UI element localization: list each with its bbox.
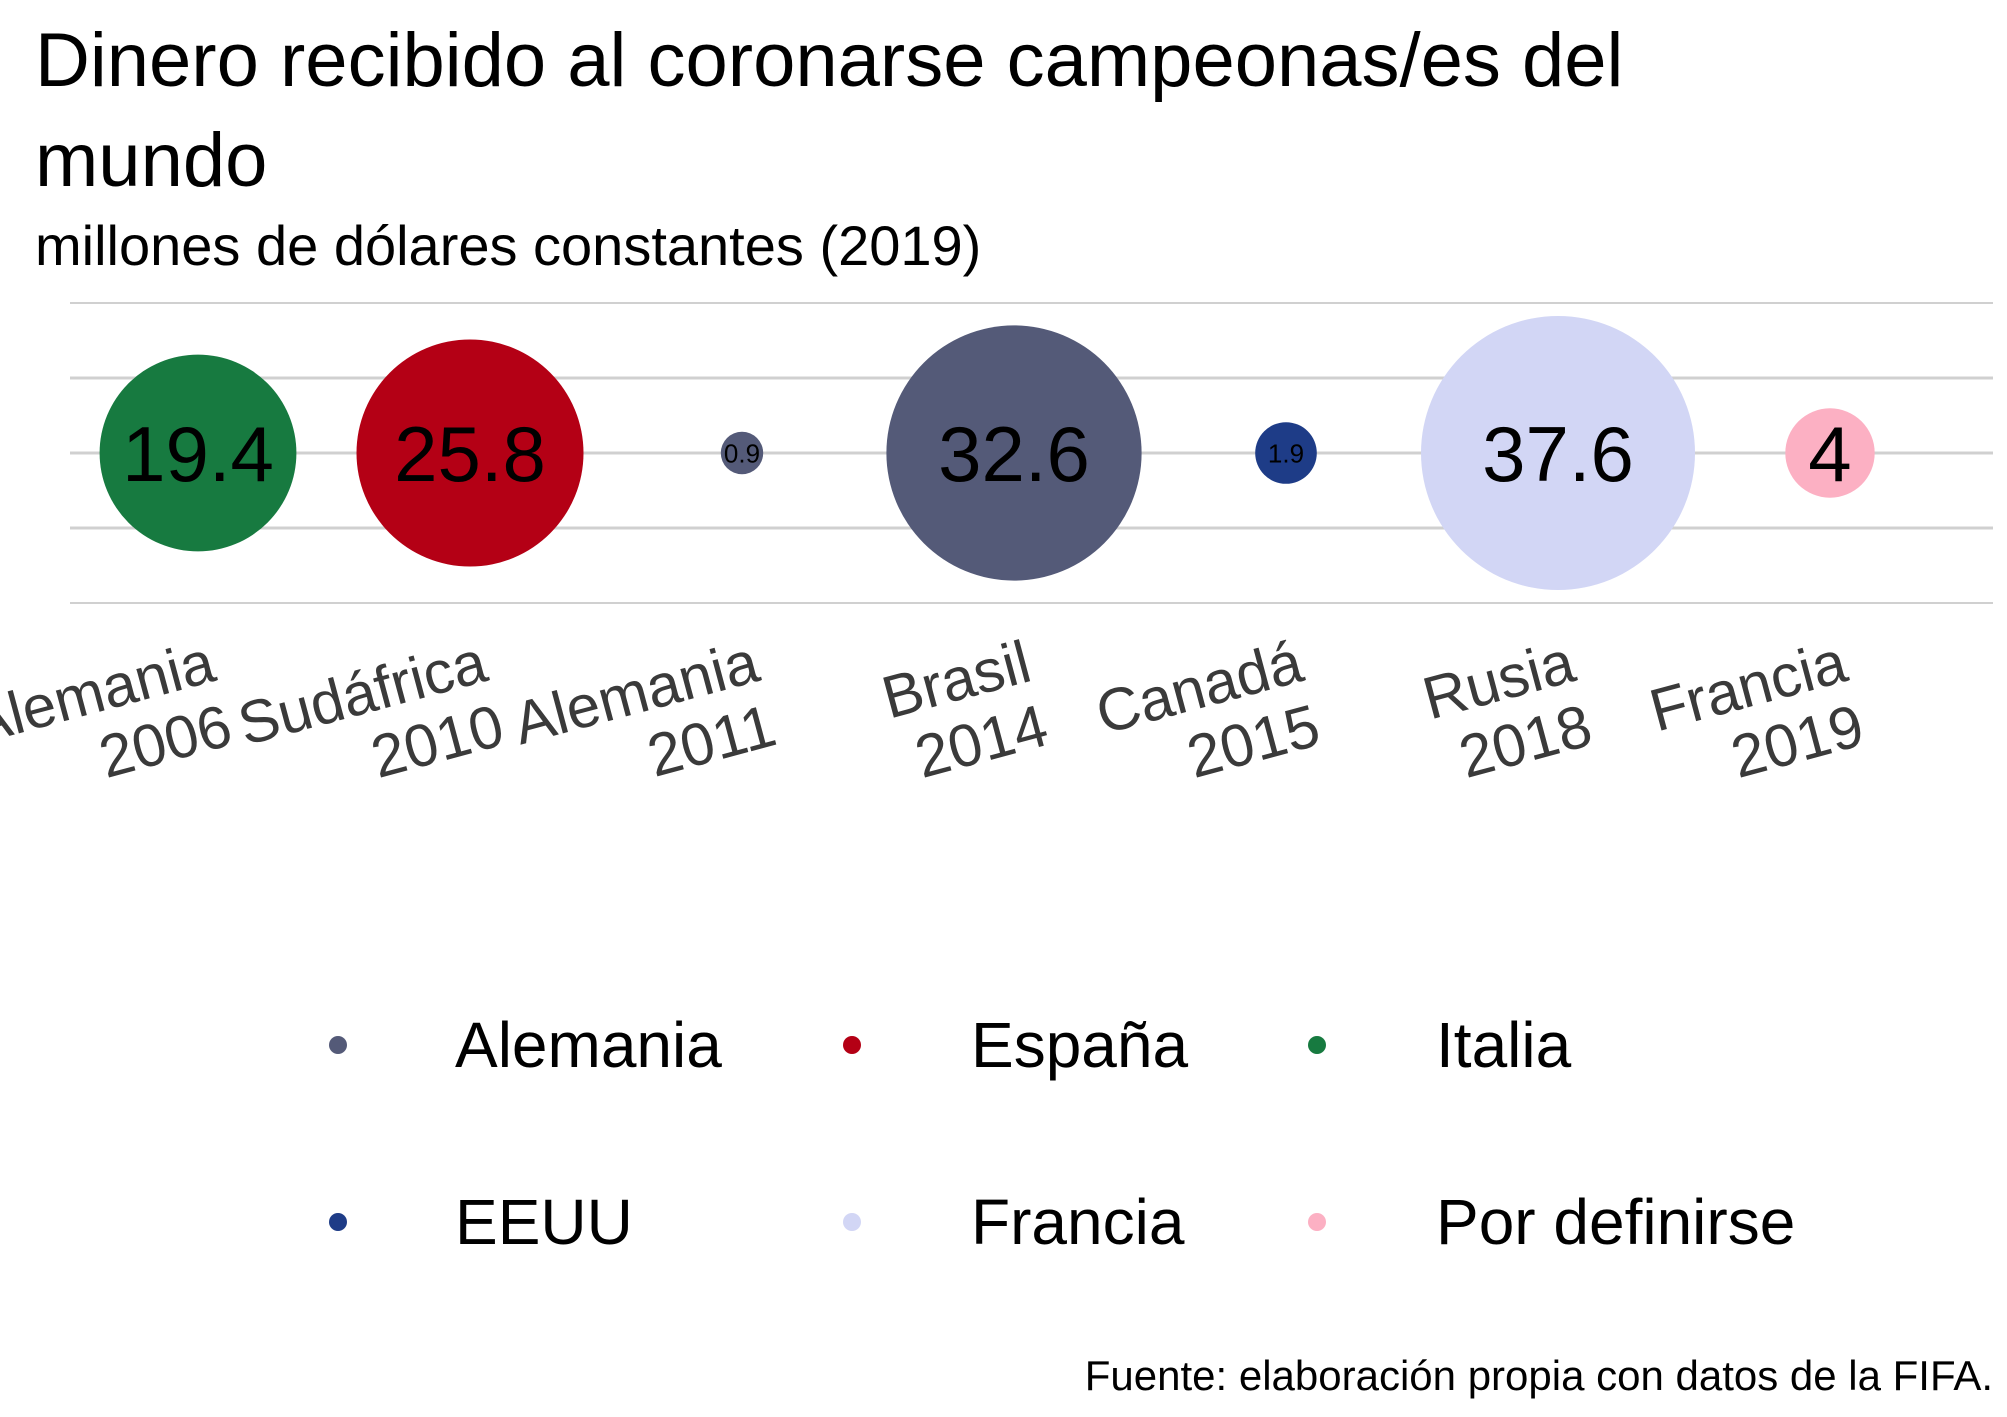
legend-swatch xyxy=(843,1036,861,1054)
bubble xyxy=(1255,422,1317,484)
chart-subtitle: millones de dólares constantes (2019) xyxy=(35,214,981,277)
legend-item: España xyxy=(843,1009,1188,1081)
legend-item: Francia xyxy=(843,1186,1185,1258)
legend-label: España xyxy=(971,1009,1188,1081)
legend-label: Alemania xyxy=(455,1009,722,1081)
bubble xyxy=(99,354,297,552)
data-label: 0.9 xyxy=(724,438,760,468)
legend-item: Italia xyxy=(1308,1009,1572,1081)
bubble xyxy=(1421,316,1695,590)
bubbles: 19.4 25.8 0.9 32.6 1.9 37.6 4 xyxy=(99,316,1875,590)
legend-item: Por definirse xyxy=(1308,1186,1795,1258)
legend-swatch xyxy=(1308,1213,1326,1231)
bubble xyxy=(1785,408,1875,498)
data-label: 4 xyxy=(1808,410,1851,498)
legend-label: Por definirse xyxy=(1436,1186,1795,1258)
data-label: 19.4 xyxy=(122,410,274,498)
bubble xyxy=(886,325,1142,581)
data-label: 37.6 xyxy=(1482,410,1634,498)
legend-swatch xyxy=(329,1213,347,1231)
chart-title-line-1: Dinero recibido al coronarse campeonas/e… xyxy=(35,18,1623,103)
data-label: 32.6 xyxy=(938,410,1090,498)
legend-swatch xyxy=(329,1036,347,1054)
data-label: 25.8 xyxy=(394,410,546,498)
legend-item: Alemania xyxy=(329,1009,722,1081)
legend: Alemania España Italia EEUU Francia Por defin… xyxy=(329,1009,1795,1258)
chart-caption: Fuente: elaboración propia con datos de … xyxy=(1085,1352,1993,1399)
chart-title-line-2: mundo xyxy=(35,118,267,203)
legend-label: EEUU xyxy=(455,1186,633,1258)
legend-swatch xyxy=(843,1213,861,1231)
data-label: 1.9 xyxy=(1268,438,1304,468)
legend-swatch xyxy=(1308,1036,1326,1054)
legend-label: Italia xyxy=(1436,1009,1572,1081)
legend-label: Francia xyxy=(971,1186,1185,1258)
bubble xyxy=(356,339,584,567)
bubble xyxy=(720,431,764,475)
legend-item: EEUU xyxy=(329,1186,633,1258)
